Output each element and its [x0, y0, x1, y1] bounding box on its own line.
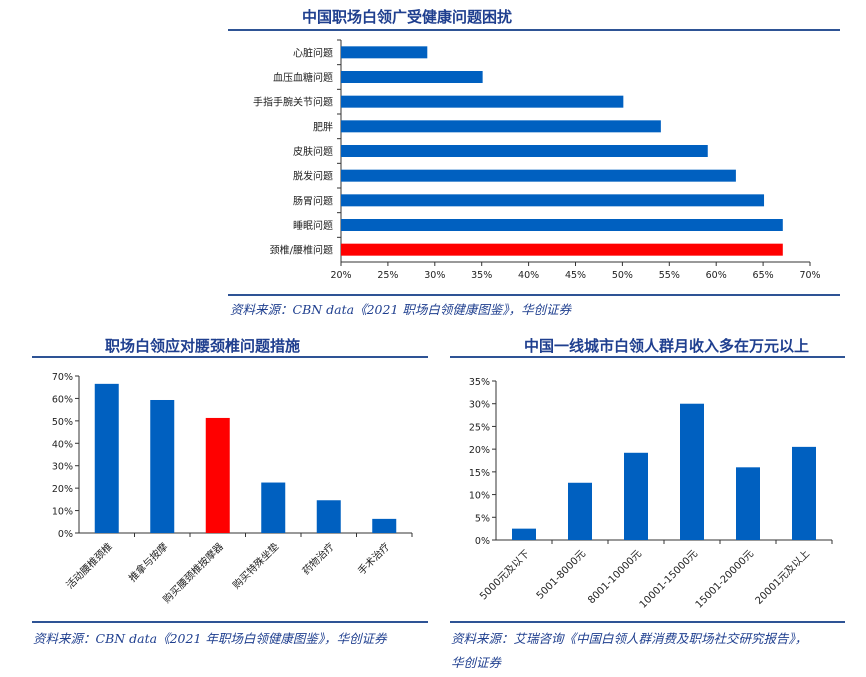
- chart2-bar: [150, 399, 175, 533]
- chart1-x-tick-label: 40%: [518, 270, 539, 281]
- chart2-source: 资料来源：CBN data《2021 年职场白领健康图鉴》，华创证券: [33, 631, 387, 646]
- chart3-category-label: 5000元及以下: [477, 548, 532, 603]
- chart1-category-label: 脱发问题: [293, 170, 333, 183]
- chart3-y-tick-label: 35%: [469, 377, 490, 388]
- chart1-x-tick-label: 70%: [799, 270, 820, 281]
- chart2-category-label: 购买腰颈椎按摩器: [160, 540, 226, 606]
- chart3-category-label: 8001-10000元: [586, 548, 644, 606]
- chart3-title: 中国一线城市白领人群月收入多在万元以上: [524, 337, 810, 355]
- chart3-category-label: 15001-20000元: [694, 548, 756, 610]
- chart2-y-tick-label: 0%: [58, 529, 73, 540]
- chart1-category-label: 肠胃问题: [293, 194, 333, 207]
- chart1-bar: [341, 46, 428, 59]
- chart3-bar: [736, 467, 760, 540]
- chart1-x-tick-label: 50%: [612, 270, 633, 281]
- chart2-source-rule: [32, 621, 428, 623]
- chart1-title-rule: [228, 29, 840, 31]
- chart1-category-label: 肥胖: [313, 121, 333, 133]
- chart3-title-rule: [450, 356, 845, 358]
- chart1-category-label: 心脏问题: [293, 46, 333, 59]
- chart1-category-label: 皮肤问题: [293, 145, 333, 158]
- chart1-x-tick-label: 65%: [753, 270, 774, 281]
- chart3-category-label: 10001-15000元: [638, 548, 700, 610]
- chart3-y-tick-label: 10%: [469, 491, 490, 502]
- chart1-x-tick-label: 20%: [330, 270, 351, 281]
- chart3-y-tick-label: 5%: [475, 513, 490, 524]
- chart2-bar: [316, 500, 341, 533]
- chart3-y-tick-label: 20%: [469, 445, 490, 456]
- chart3-bar: [792, 446, 816, 540]
- chart2-bar: [261, 482, 286, 533]
- chart3-category-label: 5001-8000元: [535, 548, 588, 601]
- chart2-bar: [205, 417, 230, 533]
- chart1-bar: [341, 169, 736, 182]
- chart1-x-tick-label: 30%: [424, 270, 445, 281]
- chart3-source: 资料来源：艾瑞咨询《中国白领人群消费及职场社交研究报告》，: [451, 631, 808, 646]
- chart1-bar: [341, 120, 661, 133]
- chart1-bar: [341, 219, 783, 231]
- chart2-y-tick-label: 70%: [52, 372, 73, 383]
- chart1-title: 中国职场白领广受健康问题困扰: [302, 8, 513, 26]
- chart2-category-label: 推拿与按摩: [126, 540, 171, 585]
- chart3-y-tick-label: 0%: [475, 536, 490, 547]
- chart3-bar: [568, 482, 592, 540]
- chart1-bar: [341, 194, 765, 207]
- chart1-category-label: 血压血糖问题: [273, 71, 333, 84]
- chart2-bar: [94, 383, 119, 533]
- chart3-bar: [512, 528, 536, 540]
- chart2-bar: [372, 518, 397, 533]
- chart2-y-tick-label: 60%: [52, 394, 73, 405]
- chart2-title: 职场白领应对腰颈椎问题措施: [105, 337, 301, 355]
- chart1-bar: [341, 243, 783, 256]
- chart3-y-tick-label: 30%: [469, 400, 490, 411]
- chart1-x-tick-label: 35%: [471, 270, 492, 281]
- chart1-source: 资料来源：CBN data《2021 职场白领健康图鉴》，华创证券: [230, 302, 572, 317]
- chart1-x-tick-label: 55%: [659, 270, 680, 281]
- chart2-y-tick-label: 40%: [52, 439, 73, 450]
- chart3-bar: [624, 452, 648, 540]
- chart1-bar: [341, 71, 483, 83]
- chart1-x-tick-label: 45%: [565, 270, 586, 281]
- chart3-category-label: 20001元及以上: [753, 548, 812, 607]
- chart1-bar: [341, 95, 624, 108]
- chart1-category-label: 手指手腕关节问题: [253, 96, 333, 109]
- chart2-y-tick-label: 10%: [52, 507, 73, 518]
- chart1-category-label: 颈椎/腰椎问题: [270, 244, 333, 257]
- chart2-y-tick-label: 50%: [52, 417, 73, 428]
- chart1-x-tick-label: 60%: [706, 270, 727, 281]
- chart2-category-label: 购买特殊坐垫: [230, 540, 282, 592]
- chart3-y-tick-label: 25%: [469, 422, 490, 433]
- chart3-source-line2: 华创证券: [451, 655, 502, 670]
- chart2-category-label: 手术治疗: [355, 540, 392, 577]
- chart3-y-tick-label: 15%: [469, 468, 490, 479]
- chart2-y-tick-label: 20%: [52, 484, 73, 495]
- chart2-category-label: 活动腰椎颈椎: [63, 540, 115, 592]
- chart2-y-tick-label: 30%: [52, 462, 73, 473]
- chart3-source-rule: [450, 621, 845, 623]
- chart3-bar: [680, 403, 704, 540]
- chart1-x-tick-label: 25%: [377, 270, 398, 281]
- chart2-title-rule: [32, 356, 428, 358]
- chart2-category-label: 药物治疗: [299, 540, 336, 577]
- chart1-bar: [341, 145, 708, 157]
- chart1-category-label: 睡眠问题: [293, 219, 333, 232]
- chart1-source-rule: [228, 294, 840, 296]
